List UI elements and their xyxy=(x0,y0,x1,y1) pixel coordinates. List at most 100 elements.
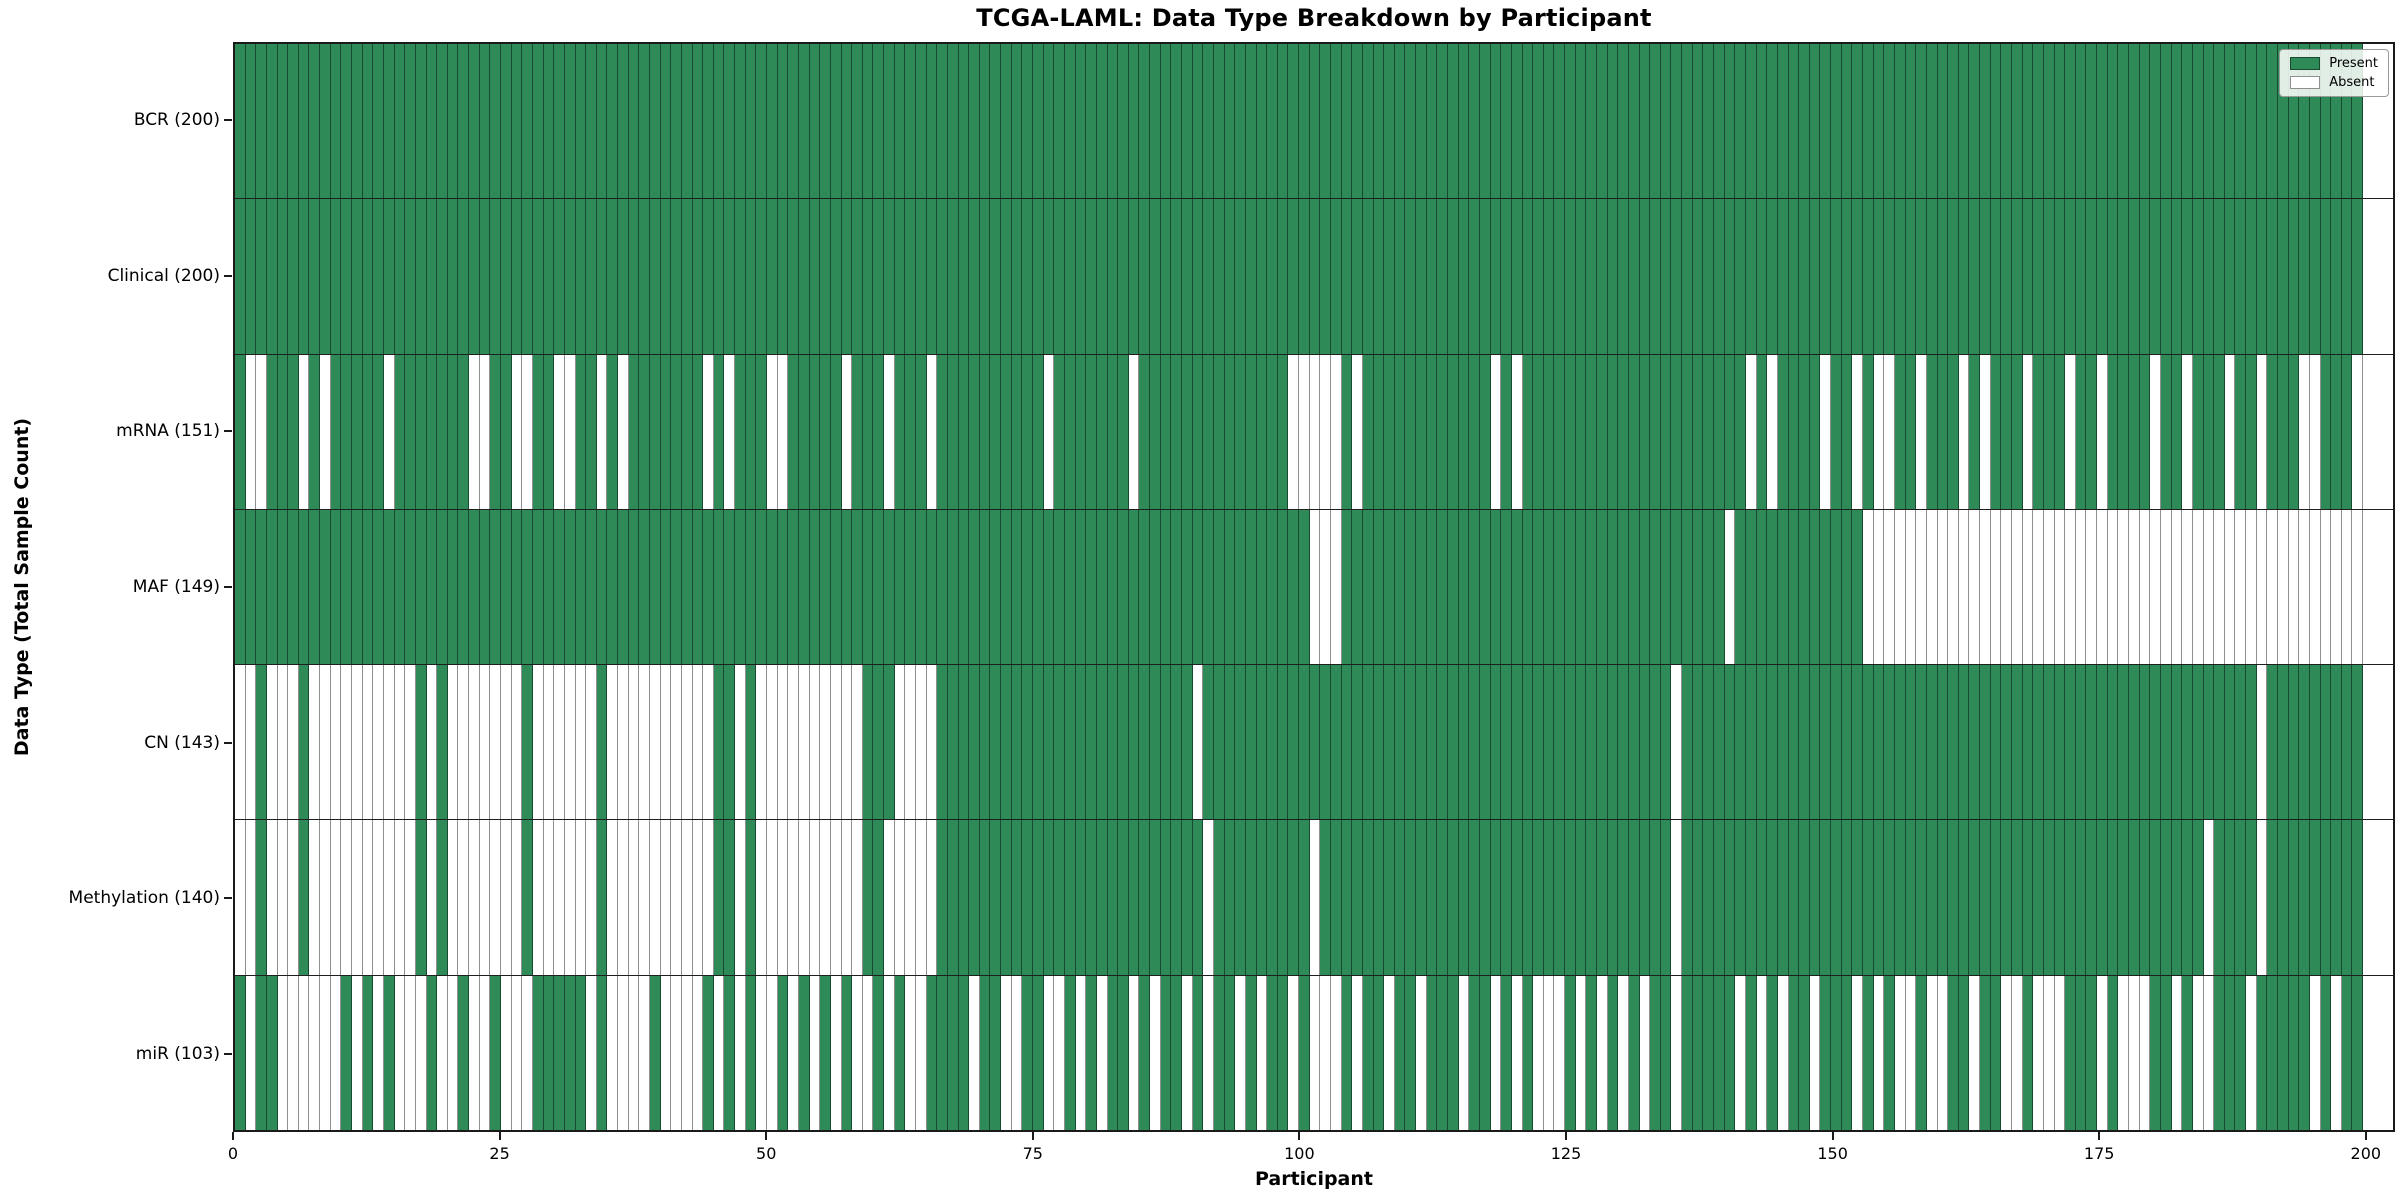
matrix-cell xyxy=(415,820,427,975)
matrix-cell xyxy=(2299,199,2310,354)
matrix-cell xyxy=(1235,354,1246,509)
matrix-cell xyxy=(1213,199,1225,354)
matrix-cell xyxy=(1650,509,1661,665)
matrix-cell xyxy=(1362,44,1374,199)
matrix-cell xyxy=(1192,509,1204,665)
x-axis-label: Participant xyxy=(1254,1168,1373,1190)
matrix-cell xyxy=(862,354,874,509)
matrix-cell xyxy=(1884,44,1895,199)
matrix-cell xyxy=(703,820,714,975)
matrix-cell xyxy=(437,665,448,820)
matrix-cell xyxy=(2288,820,2300,975)
matrix-cell xyxy=(1405,665,1417,820)
matrix-cell xyxy=(756,199,768,354)
matrix-cell xyxy=(830,820,842,975)
matrix-cell xyxy=(798,44,810,199)
matrix-cell xyxy=(1150,820,1161,975)
matrix-cell xyxy=(2267,509,2278,665)
matrix-cell xyxy=(2043,975,2055,1130)
matrix-cell xyxy=(1426,509,1438,665)
matrix-cell xyxy=(458,354,470,509)
matrix-cell xyxy=(2150,44,2161,199)
matrix-cell xyxy=(1426,820,1438,975)
xtick-mark xyxy=(765,1132,768,1140)
matrix-cell xyxy=(362,509,374,665)
matrix-cell xyxy=(1011,975,1023,1130)
matrix-cell xyxy=(1671,44,1683,199)
matrix-cell xyxy=(926,199,938,354)
matrix-cell xyxy=(958,509,970,665)
matrix-cell xyxy=(1692,199,1704,354)
legend-swatch-present xyxy=(2290,57,2321,70)
matrix-cell xyxy=(2309,199,2321,354)
matrix-cell xyxy=(1607,44,1619,199)
xtick-label-200: 200 xyxy=(2350,1144,2382,1163)
matrix-cell xyxy=(1597,354,1608,509)
matrix-cell xyxy=(1107,354,1119,509)
matrix-cell xyxy=(479,354,491,509)
matrix-cell xyxy=(1575,354,1587,509)
matrix-cell xyxy=(2033,665,2044,820)
ytick-mark xyxy=(224,430,232,433)
matrix-cell xyxy=(1831,975,1842,1130)
matrix-cell xyxy=(596,509,608,665)
matrix-cell xyxy=(788,354,799,509)
matrix-cell xyxy=(1309,199,1321,354)
matrix-cell xyxy=(1980,44,1991,199)
matrix-cell xyxy=(330,354,342,509)
matrix-cell xyxy=(1107,509,1119,665)
matrix-cell xyxy=(1267,509,1278,665)
matrix-cell xyxy=(490,665,502,820)
matrix-cell xyxy=(1820,509,1832,665)
matrix-cell xyxy=(1022,509,1034,665)
matrix-cell xyxy=(2203,665,2215,820)
matrix-cell xyxy=(1756,820,1768,975)
matrix-cell xyxy=(1086,44,1097,199)
matrix-cell xyxy=(256,975,267,1130)
matrix-cell xyxy=(511,975,523,1130)
matrix-cell xyxy=(1745,44,1757,199)
matrix-cell xyxy=(926,975,938,1130)
matrix-cell xyxy=(618,820,629,975)
matrix-cell xyxy=(1980,820,1991,975)
matrix-cell xyxy=(490,975,502,1130)
matrix-cell xyxy=(798,975,810,1130)
matrix-cell xyxy=(309,44,321,199)
matrix-cell xyxy=(628,820,640,975)
matrix-cell xyxy=(724,354,736,509)
matrix-cell xyxy=(341,975,353,1130)
matrix-cell xyxy=(586,354,597,509)
matrix-cell xyxy=(1682,665,1693,820)
matrix-cell xyxy=(277,354,289,509)
row-cells-BCR xyxy=(235,44,2364,199)
matrix-cell xyxy=(532,44,544,199)
matrix-cell xyxy=(2267,975,2278,1130)
matrix-cell xyxy=(522,975,533,1130)
matrix-cell xyxy=(745,665,757,820)
matrix-cell xyxy=(703,44,714,199)
matrix-cell xyxy=(2011,509,2023,665)
matrix-cell xyxy=(1799,665,1810,820)
matrix-cell xyxy=(1692,665,1704,820)
matrix-cell xyxy=(2235,665,2247,820)
matrix-cell xyxy=(1362,354,1374,509)
matrix-cell xyxy=(1054,44,1065,199)
matrix-cell xyxy=(916,665,927,820)
matrix-cell xyxy=(979,509,991,665)
matrix-cell xyxy=(905,199,916,354)
matrix-cell xyxy=(809,509,821,665)
matrix-cell xyxy=(543,509,555,665)
matrix-cell xyxy=(575,665,587,820)
matrix-cell xyxy=(1543,665,1555,820)
matrix-cell xyxy=(1714,44,1725,199)
matrix-cell xyxy=(2129,820,2140,975)
matrix-cell xyxy=(1799,199,1810,354)
matrix-cell xyxy=(1267,975,1278,1130)
matrix-cell xyxy=(841,199,853,354)
matrix-cell xyxy=(1948,509,1959,665)
matrix-cell xyxy=(1533,44,1544,199)
ytick-mark xyxy=(224,741,232,744)
matrix-cell xyxy=(1309,975,1321,1130)
matrix-cell xyxy=(1884,975,1895,1130)
matrix-cell xyxy=(1416,354,1427,509)
